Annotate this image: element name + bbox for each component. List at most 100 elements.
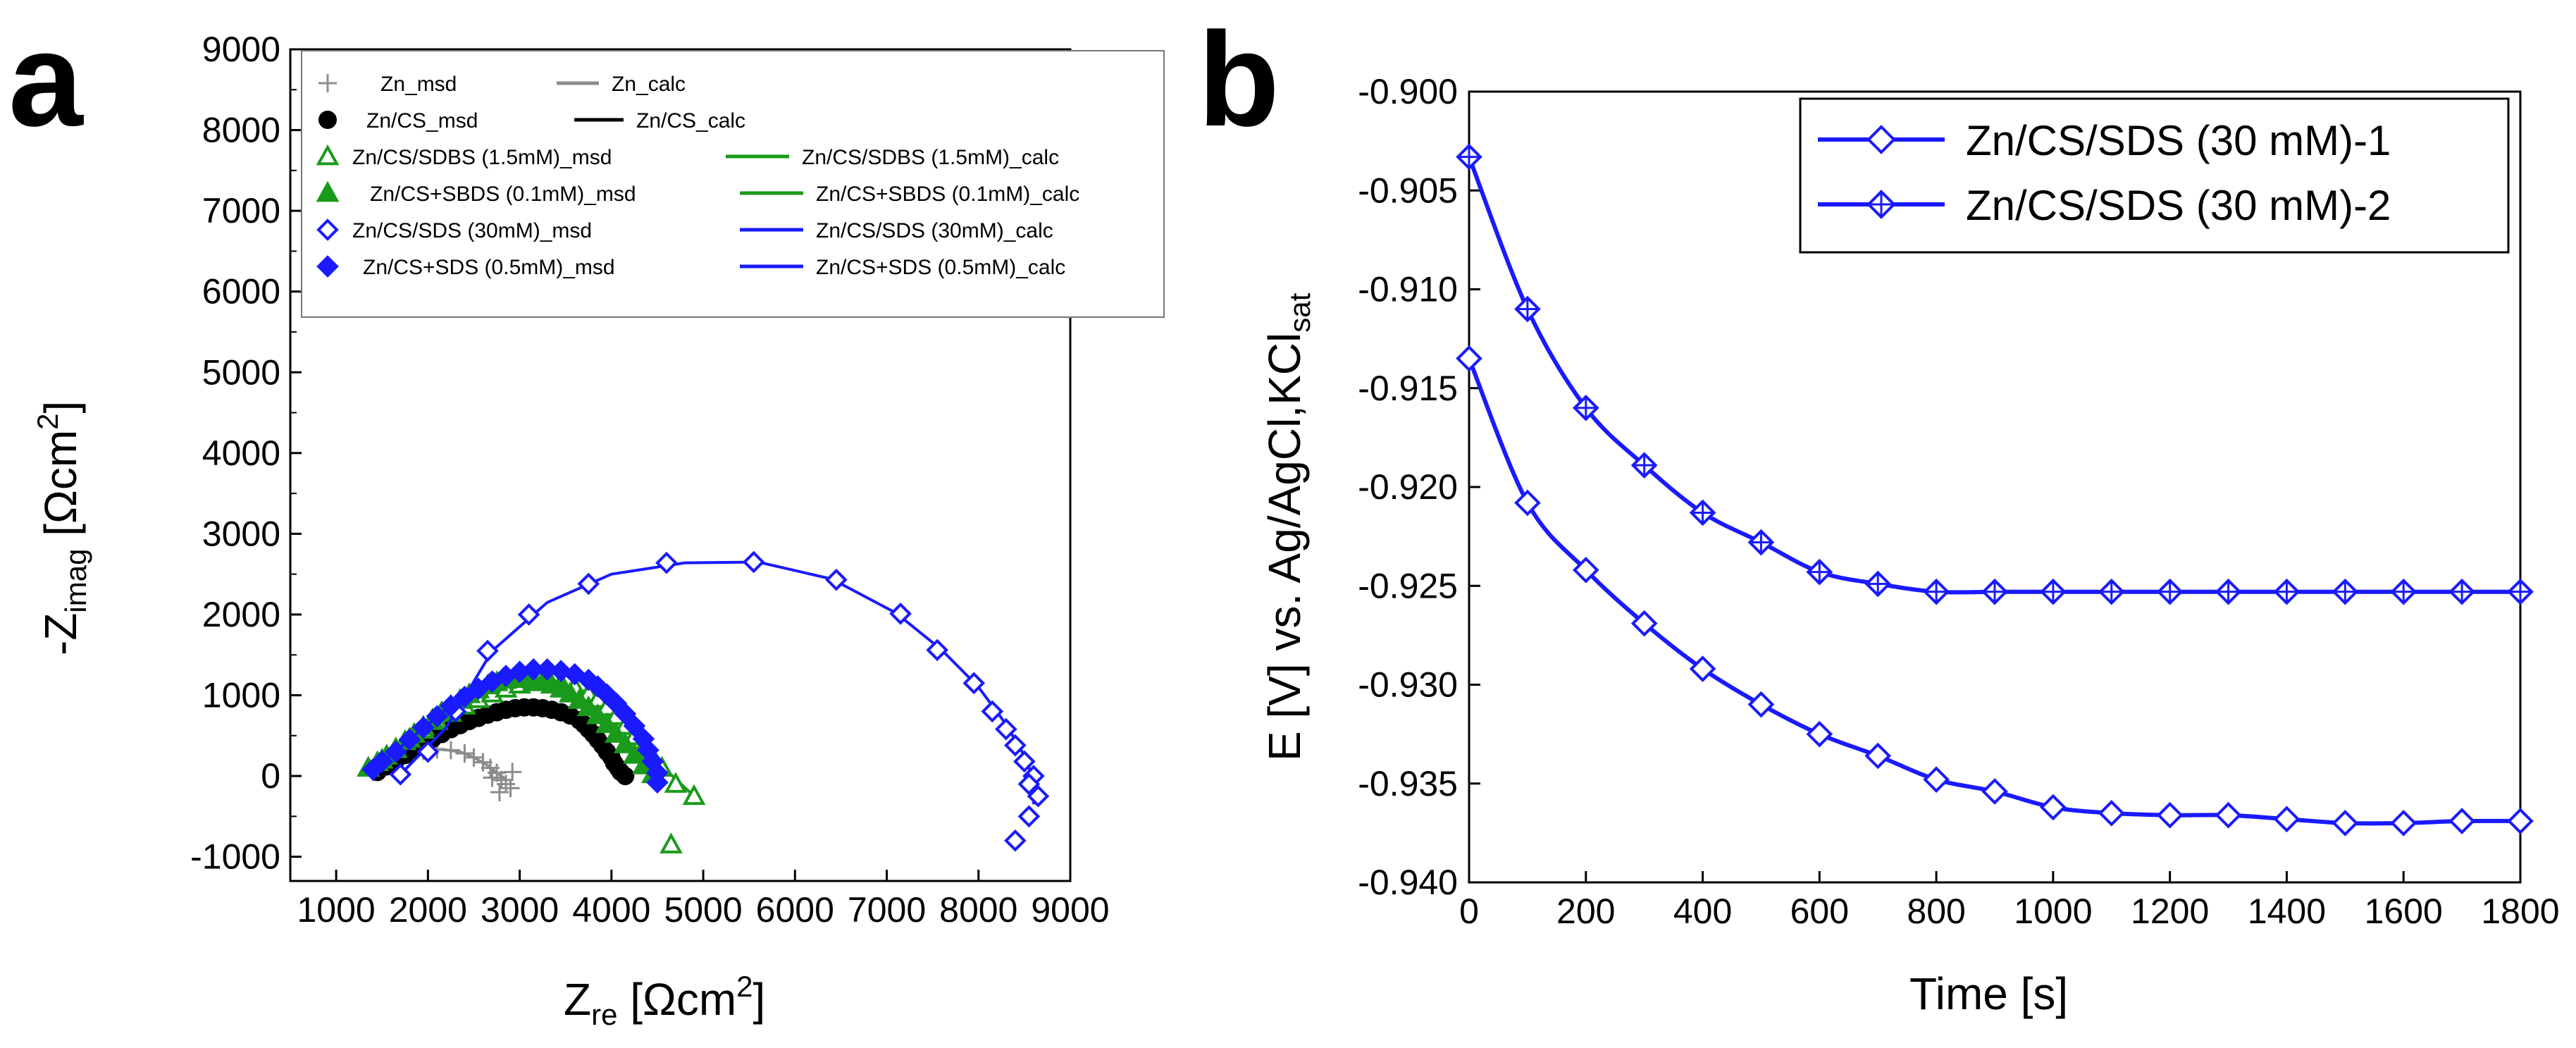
legend-calc-label-zn-cs-sds-0-5mm-msd: Zn/CS+SDS (0.5mM)_calc bbox=[816, 256, 1065, 279]
legend-label-zn-cs-sds-0-5mm-msd: Zn/CS+SDS (0.5mM)_msd bbox=[363, 256, 615, 279]
legend-calc-label-zn-cs-sbds-0-1mm-msd: Zn/CS+SBDS (0.1mM)_calc bbox=[816, 183, 1079, 206]
data-point-zn-cs-sds-30mm-2 bbox=[1981, 578, 2008, 605]
data-point-zn-msd bbox=[501, 779, 520, 798]
data-point-zn-cs-sds-30mm-2 bbox=[2215, 578, 2242, 605]
chart-b-ytick-label: -0.930 bbox=[1358, 665, 1458, 705]
data-point-zn-cs-sds-30mm-2 bbox=[2156, 578, 2184, 605]
chart-a-ytick-label: 0 bbox=[261, 756, 280, 796]
data-point-zn-cs-sds-30mm-2 bbox=[2448, 578, 2475, 605]
chart-b-ytick-label: -0.920 bbox=[1358, 467, 1458, 507]
data-point-zn-cs-sds-30mm-msd bbox=[476, 639, 499, 662]
chart-b-ytick-label: -0.925 bbox=[1358, 566, 1458, 605]
data-point-zn-cs-sds-30mm-msd bbox=[1027, 784, 1050, 808]
data-point-zn-msd bbox=[464, 748, 483, 767]
chart-a: 1000 2000 3000 4000 5000 6000 7000 8000 9000 -100… bbox=[31, 30, 1165, 1031]
data-point-zn-cs-sds-30mm-msd bbox=[577, 572, 600, 596]
data-point-zn-msd bbox=[441, 741, 460, 760]
chart-a-legend-box bbox=[301, 50, 1165, 318]
data-point-zn-cs-sds-30mm-msd bbox=[1013, 750, 1036, 773]
data-point-zn-cs-sds-30mm-2 bbox=[1923, 578, 1950, 605]
chart-b-xtick-label: 1000 bbox=[2014, 892, 2092, 931]
data-point-zn-cs-sds-0-5mm-msd bbox=[398, 728, 421, 751]
chart-b-ytick-label: -0.940 bbox=[1358, 863, 1458, 902]
chart-a-ytick-label: 6000 bbox=[202, 272, 280, 312]
legend-label-zn-cs-sdbs-1-5mm-msd: Zn/CS/SDBS (1.5mM)_msd bbox=[352, 146, 612, 169]
chart-a-ytick-label: 5000 bbox=[202, 352, 280, 392]
data-point-zn-cs-sds-30mm-1 bbox=[2390, 810, 2417, 837]
data-point-zn-msd bbox=[490, 782, 509, 801]
data-point-zn-cs-sds-30mm-1 bbox=[1806, 720, 1833, 748]
chart-b-xtick-label: 1400 bbox=[2248, 892, 2326, 931]
legend-marker-zn-cs-sdbs-1-5mm-msd bbox=[316, 144, 340, 166]
data-point-zn-msd bbox=[483, 768, 502, 787]
chart-a-xtick-label: 5000 bbox=[664, 890, 742, 930]
legend-label-zn-cs-sds-30mm-msd: Zn/CS/SDS (30mM)_msd bbox=[352, 219, 592, 242]
legend-marker-zn-msd bbox=[318, 74, 337, 92]
legend-label-zn-cs-sds-30mm-1: Zn/CS/SDS (30 mM)-1 bbox=[1966, 117, 2391, 164]
chart-b-xtick-label: 1600 bbox=[2365, 892, 2443, 931]
chart-b-ticks: 0 200 400 600 800 1000 1200 1400 1600 1800 -0.900 -… bbox=[1358, 72, 2559, 931]
chart-b-xtick-label: 400 bbox=[1673, 892, 1732, 931]
data-point-zn-cs-sds-30mm-1 bbox=[2273, 806, 2301, 833]
data-point-zn-cs-sds-30mm-msd bbox=[742, 550, 765, 574]
data-point-zn-cs-sds-30mm-msd bbox=[995, 717, 1017, 741]
data-point-zn-cs-sds-0-5mm-msd bbox=[623, 715, 646, 737]
data-point-zn-msd bbox=[488, 763, 507, 782]
data-point-zn-cs-sds-30mm-msd bbox=[889, 602, 912, 625]
legend-label-zn-cs-msd: Zn/CS_msd bbox=[366, 109, 478, 132]
data-point-zn-msd bbox=[492, 770, 511, 789]
data-point-zn-cs-sds-30mm-msd bbox=[1017, 805, 1041, 828]
data-point-zn-cs-msd bbox=[616, 767, 635, 786]
chart-b-xtick-label: 1200 bbox=[2131, 892, 2209, 931]
data-point-zn-cs-sdbs-1-5mm-msd bbox=[660, 832, 683, 853]
data-point-zn-cs-sds-30mm-2 bbox=[2390, 578, 2417, 605]
chart-a-ticks: 1000 2000 3000 4000 5000 6000 7000 8000 9000 -100… bbox=[190, 30, 1110, 930]
chart-b-xtick-label: 600 bbox=[1790, 892, 1849, 931]
chart-a-ytick-label: 2000 bbox=[202, 595, 280, 634]
data-point-zn-cs-sds-30mm-1 bbox=[1864, 742, 1892, 770]
data-point-zn-cs-sds-30mm-2 bbox=[2332, 578, 2359, 605]
data-point-zn-cs-sds-0-5mm-msd bbox=[384, 740, 407, 763]
data-point-zn-cs-sds-30mm-2 bbox=[2040, 578, 2067, 605]
chart-a-xtick-label: 7000 bbox=[848, 890, 926, 930]
legend-label-zn-cs-sds-30mm-2: Zn/CS/SDS (30 mM)-2 bbox=[1966, 182, 2391, 229]
data-point-zn-cs-sds-30mm-1 bbox=[2215, 801, 2242, 829]
data-point-zn-cs-sds-30mm-1 bbox=[1630, 610, 1658, 637]
data-point-zn-cs-sds-30mm-2 bbox=[1864, 570, 1892, 598]
data-point-zn-cs-sds-30mm-msd bbox=[1004, 829, 1027, 852]
legend-marker-zn-cs-sds-30mm-1 bbox=[1866, 125, 1896, 154]
legend-calc-label-zn-cs-msd: Zn/CS_calc bbox=[636, 109, 745, 132]
chart-b-xtick-label: 800 bbox=[1907, 892, 1965, 931]
chart-a-xtick-label: 3000 bbox=[481, 890, 559, 930]
data-point-zn-cs-sds-30mm-2 bbox=[1806, 558, 1833, 586]
chart-b-legend-box bbox=[1799, 97, 2510, 254]
data-point-zn-cs-sdbs-1-5mm-msd bbox=[682, 784, 706, 806]
data-point-zn-cs-sds-30mm-2 bbox=[1456, 143, 1482, 171]
chart-a-xtick-label: 9000 bbox=[1031, 890, 1109, 930]
data-point-zn-cs-sds-30mm-msd bbox=[655, 551, 678, 574]
data-point-zn-cs-sds-0-5mm-msd bbox=[412, 716, 435, 739]
chart-b-xtick-label: 1800 bbox=[2481, 892, 2559, 931]
legend-calc-label-zn-cs-sds-30mm-msd: Zn/CS/SDS (30mM)_calc bbox=[816, 219, 1053, 242]
data-point-zn-cs-sds-0-5mm-msd bbox=[426, 705, 449, 728]
data-point-zn-cs-sds-30mm-1 bbox=[2098, 799, 2125, 827]
chart-a-ylabel: -Zimag [Ωcm2] bbox=[31, 401, 92, 655]
data-point-zn-cs-sds-30mm-1 bbox=[1981, 778, 2008, 805]
chart-a-xtick-label: 1000 bbox=[297, 890, 376, 930]
legend-label-zn-msd: Zn_msd bbox=[380, 73, 457, 96]
legend-label-zn-cs-sbds-0-1mm-msd: Zn/CS+SBDS (0.1mM)_msd bbox=[370, 183, 636, 206]
chart-b-xlabel: Time [s] bbox=[1909, 968, 2068, 1019]
chart-b-ytick-label: -0.905 bbox=[1358, 171, 1458, 210]
legend-marker-zn-cs-sds-0-5mm-msd bbox=[316, 255, 339, 278]
data-point-zn-cs-sds-30mm-msd bbox=[1004, 734, 1027, 757]
chart-b-xtick-label: 0 bbox=[1459, 892, 1479, 931]
chart-a-series bbox=[357, 550, 1050, 853]
chart-a-ytick-label: 8000 bbox=[202, 111, 280, 150]
data-point-zn-cs-sds-30mm-2 bbox=[1747, 529, 1775, 556]
chart-b-ytick-label: -0.915 bbox=[1358, 369, 1458, 408]
chart-a-xtick-label: 4000 bbox=[572, 890, 650, 930]
data-point-zn-cs-sbds-0-1mm-msd bbox=[567, 688, 591, 709]
data-point-zn-cs-sds-30mm-2 bbox=[1514, 295, 1541, 323]
data-point-zn-cs-sds-0-5mm-msd bbox=[614, 703, 637, 725]
chart-a-legend: Zn_msd Zn_calc Zn/CS_msd Zn/CS_calc Zn/CS/SD… bbox=[301, 50, 1165, 318]
